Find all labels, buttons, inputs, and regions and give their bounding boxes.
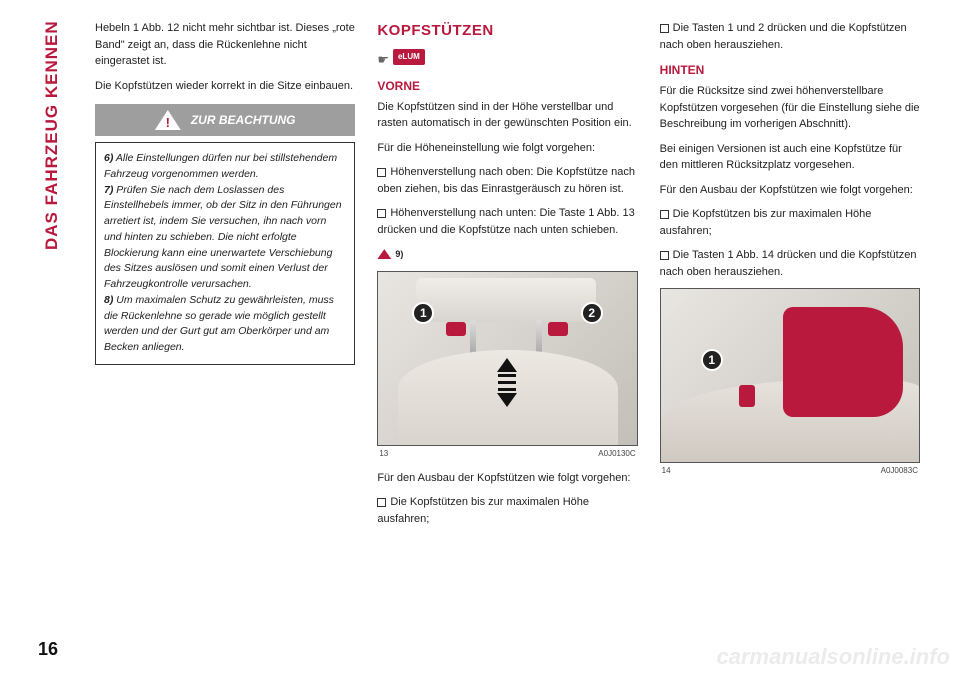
paragraph: Für die Rücksitze sind zwei höhenverstel… <box>660 83 920 133</box>
warning-notes-box: 6) Alle Einstellungen dürfen nur bei sti… <box>95 142 355 365</box>
figure-13: 1 2 <box>377 271 637 446</box>
section-tab: DAS FAHRZEUG KENNEN <box>38 20 66 280</box>
figure-14: 1 <box>660 288 920 463</box>
elum-badge: eLUM <box>393 49 425 65</box>
square-bullet-icon <box>660 210 669 219</box>
square-bullet-icon <box>377 498 386 507</box>
note-text: Alle Einstellungen dürfen nur bei stills… <box>104 152 337 180</box>
figure-caption: 14 A0J0083C <box>660 463 920 477</box>
bullet-item: Die Kopfstützen bis zur maximalen Höhe a… <box>660 206 920 239</box>
watermark: carmanualsonline.info <box>717 644 951 670</box>
subsection-heading: HINTEN <box>660 61 920 79</box>
manual-page: DAS FAHRZEUG KENNEN Hebeln 1 Abb. 12 nic… <box>0 0 960 678</box>
bullet-item: Höhenverstellung nach oben: Die Kopfstüt… <box>377 164 637 197</box>
warning-label: ZUR BEACHTUNG <box>191 111 296 129</box>
content-columns: Hebeln 1 Abb. 12 nicht mehr sichtbar ist… <box>95 20 920 630</box>
column-2: KOPFSTÜTZEN ☛ eLUM VORNE Die Kopfstützen… <box>377 20 637 630</box>
figure-number: 13 <box>379 448 388 460</box>
paragraph: Die Kopfstützen sind in der Höhe verstel… <box>377 99 637 132</box>
section-heading: KOPFSTÜTZEN <box>377 20 637 43</box>
note-text: Um maximalen Schutz zu gewährleisten, mu… <box>104 294 334 353</box>
bullet-item: Höhenverstellung nach unten: Die Taste 1… <box>377 205 637 238</box>
column-1: Hebeln 1 Abb. 12 nicht mehr sichtbar ist… <box>95 20 355 630</box>
paragraph: Hebeln 1 Abb. 12 nicht mehr sichtbar ist… <box>95 20 355 70</box>
bullet-item: Die Kopfstützen bis zur maximalen Höhe a… <box>377 494 637 527</box>
note-number: 8) <box>104 294 113 306</box>
reference-icon: ☛ <box>377 50 389 70</box>
note-number: 6) <box>104 152 113 164</box>
bullet-item: Die Tasten 1 Abb. 14 drücken und die Kop… <box>660 247 920 280</box>
callout-badge-1: 1 <box>412 302 434 324</box>
note-text: Prüfen Sie nach dem Loslassen des Einste… <box>104 184 342 291</box>
square-bullet-icon <box>377 209 386 218</box>
warning-triangle-icon <box>377 249 391 259</box>
square-bullet-icon <box>660 251 669 260</box>
paragraph: Für den Ausbau der Kopfstützen wie folgt… <box>377 470 637 487</box>
figure-caption: 13 A0J0130C <box>377 446 637 460</box>
elum-row: ☛ eLUM <box>377 49 637 71</box>
up-down-arrow-icon <box>494 358 520 407</box>
paragraph: Für die Höheneinstellung wie folgt vorge… <box>377 140 637 157</box>
figure-number: 14 <box>662 465 671 477</box>
callout-badge-1: 1 <box>701 349 723 371</box>
square-bullet-icon <box>377 168 386 177</box>
figure-code: A0J0083C <box>881 465 918 477</box>
warning-header: ZUR BEACHTUNG <box>95 104 355 136</box>
paragraph: Für den Ausbau der Kopfstützen wie folgt… <box>660 182 920 199</box>
warning-triangle-icon <box>155 110 181 130</box>
column-3: Die Tasten 1 und 2 drücken und die Kopfs… <box>660 20 920 630</box>
bullet-item: Die Tasten 1 und 2 drücken und die Kopfs… <box>660 20 920 53</box>
note-number: 7) <box>104 184 113 196</box>
square-bullet-icon <box>660 24 669 33</box>
warning-ref: 9) <box>377 246 637 263</box>
callout-badge-2: 2 <box>581 302 603 324</box>
figure-code: A0J0130C <box>598 448 635 460</box>
page-number: 16 <box>38 639 58 660</box>
subsection-heading: VORNE <box>377 77 637 95</box>
paragraph: Die Kopfstützen wieder korrekt in die Si… <box>95 78 355 95</box>
paragraph: Bei einigen Versionen ist auch eine Kopf… <box>660 141 920 174</box>
